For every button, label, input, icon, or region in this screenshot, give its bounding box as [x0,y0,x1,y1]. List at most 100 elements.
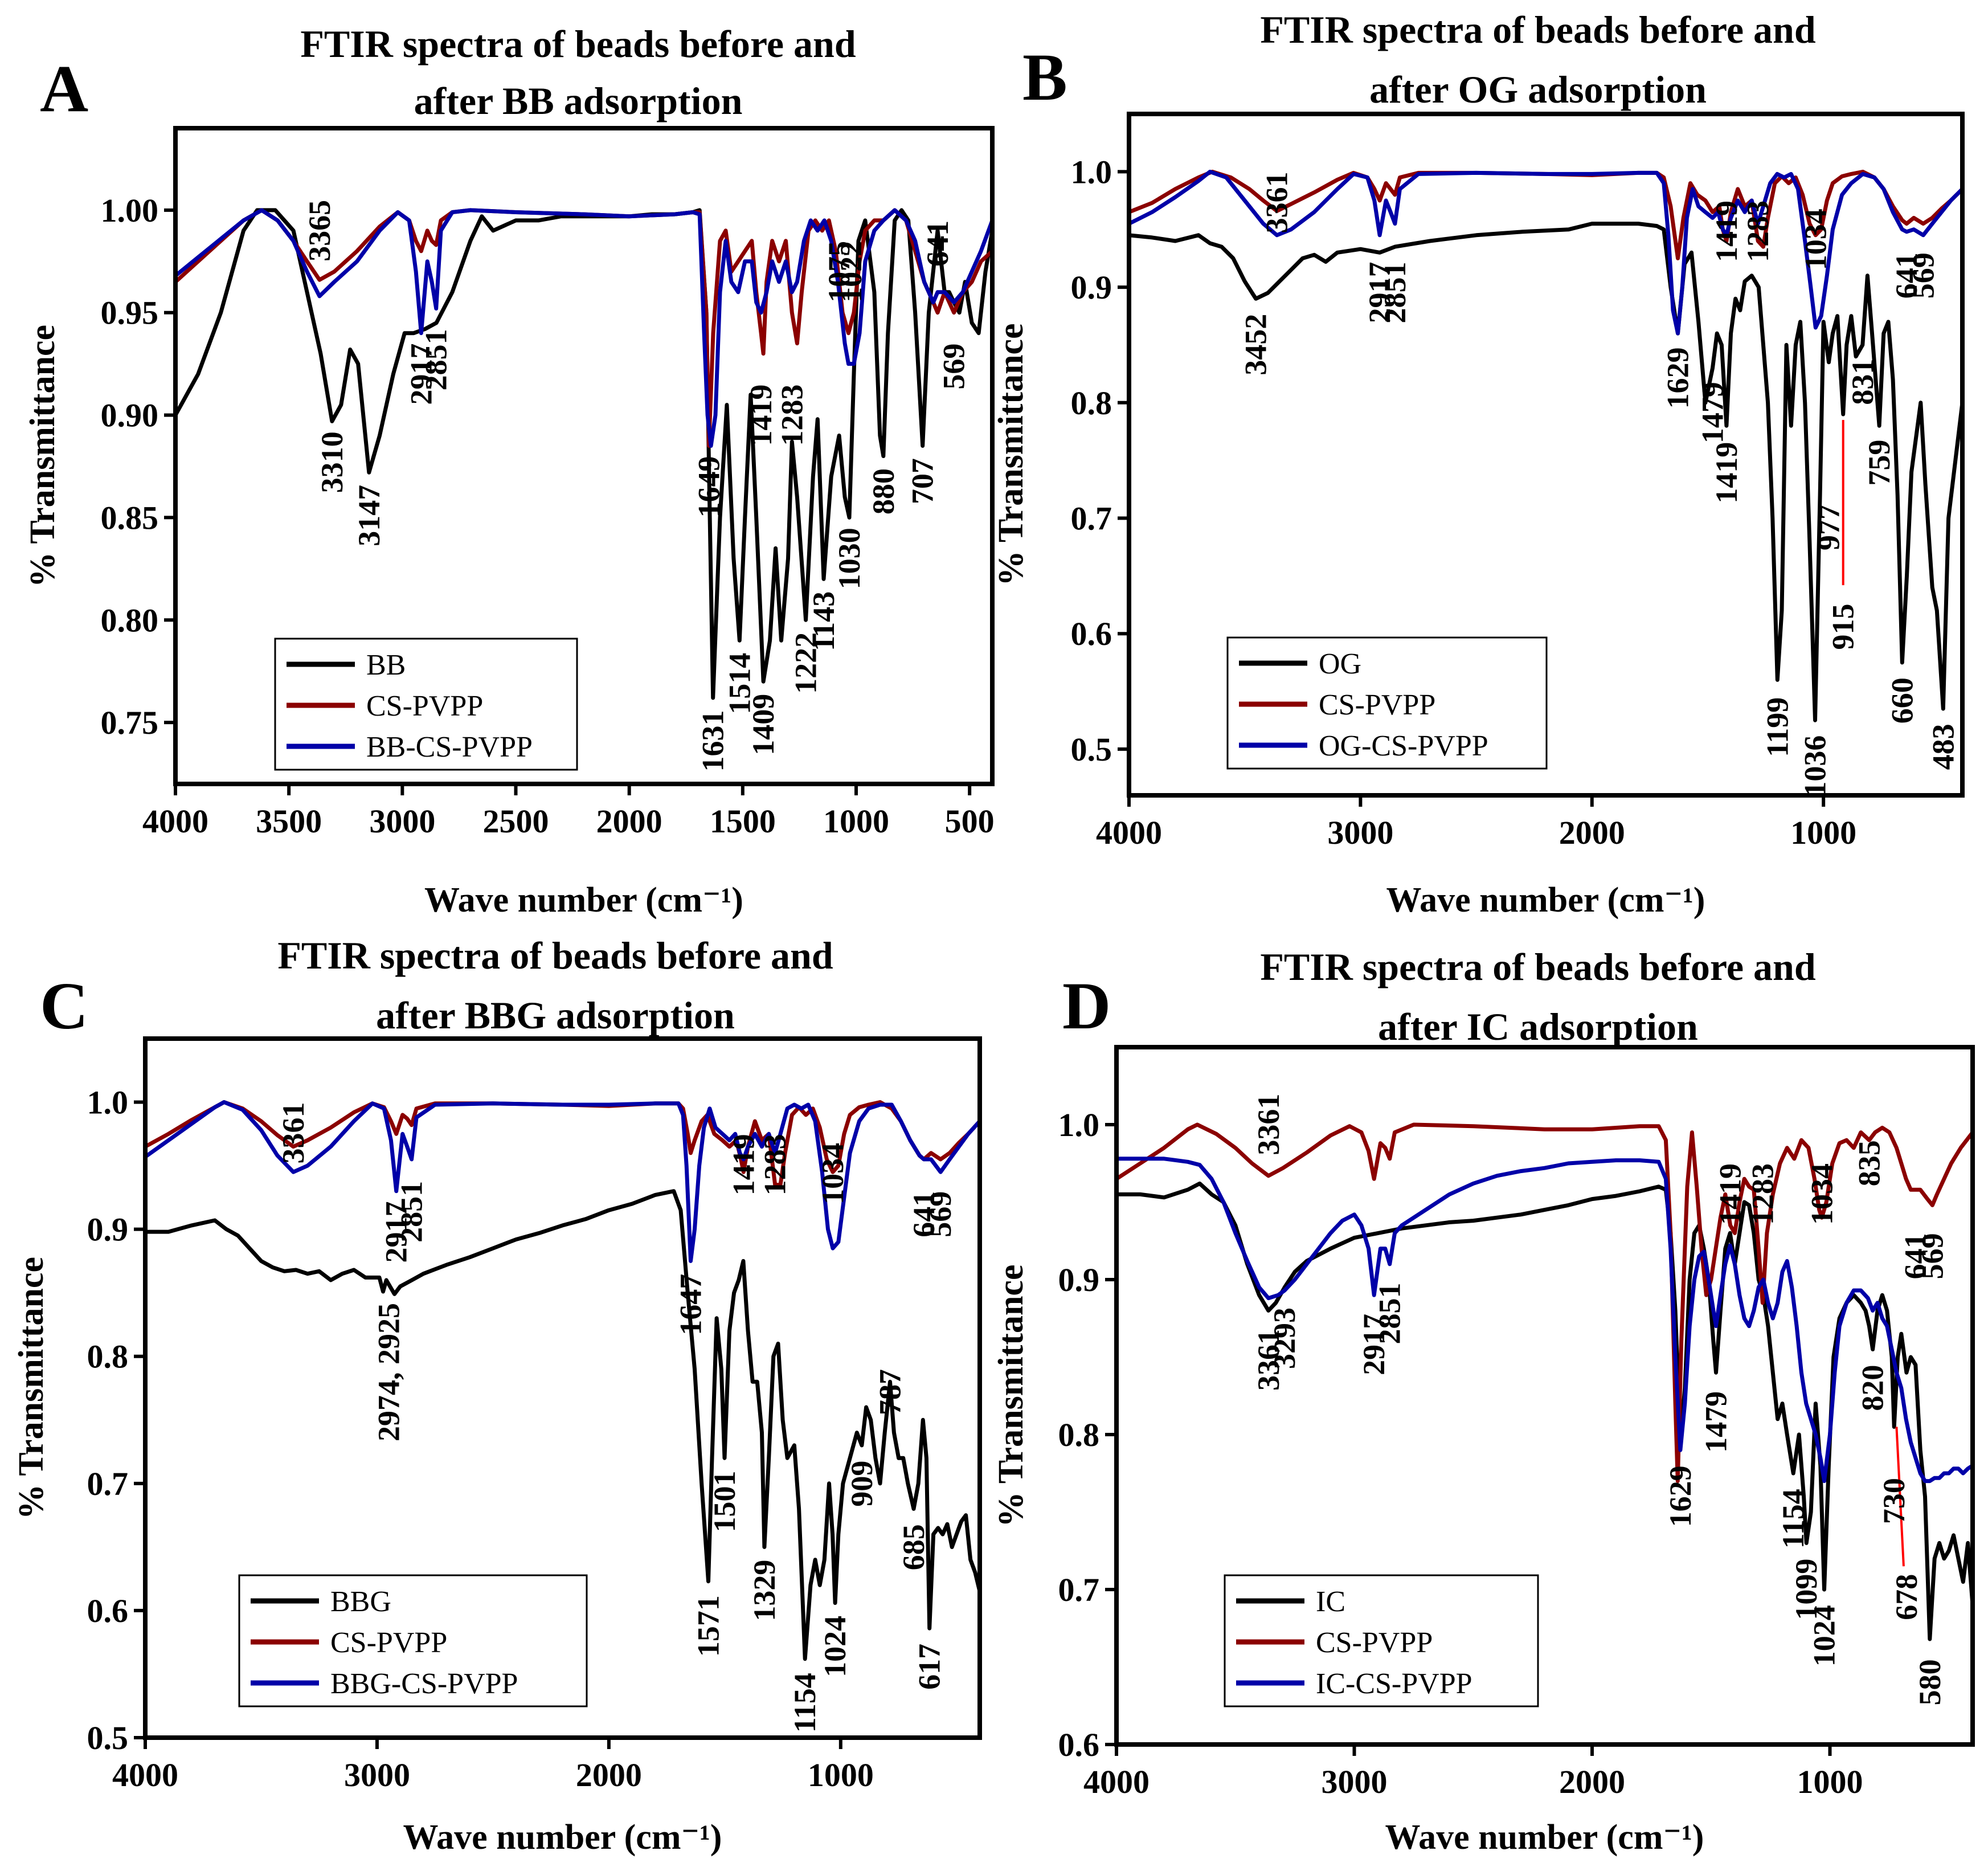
series-line-bbg [145,1189,980,1661]
x-tick-label: 1000 [823,803,889,840]
series-line-cs-pvpp [145,1100,980,1187]
y-tick-label: 0.6 [87,1592,129,1629]
x-tick-label: 2000 [576,1756,642,1793]
peak-label: 569 [1906,252,1940,299]
peak-label: 1199 [1760,697,1794,757]
peak-label: 3365 [302,200,337,262]
peak-label: 685 [897,1524,931,1570]
peak-label: 660 [1885,677,1919,724]
legend-label: CS-PVPP [1319,689,1435,721]
series-line-ic-cs-pvpp [1116,1157,1973,1484]
x-tick-label: 3000 [369,803,435,840]
legend: BBG CS-PVPP BBG-CS-PVPP [238,1574,588,1707]
peak-label: 678 [1889,1574,1924,1620]
peak-label: 1030 [832,528,866,589]
chart-title-line: FTIR spectra of beads before and [300,22,856,66]
peak-label: 3361 [1260,171,1294,233]
peak-label: 1409 [746,694,780,755]
peak-label: 707 [906,458,940,504]
y-tick-label: 0.7 [1058,1571,1100,1608]
peak-label: 1419 [1709,201,1744,262]
peak-label: 569 [937,344,971,390]
x-tick-label: 2500 [483,803,549,840]
peak-label: 617 [913,1644,947,1690]
peak-label: 2851 [395,1181,429,1243]
panel-a: A FTIR spectra of beads before and after B… [23,22,995,920]
legend: IC CS-PVPP IC-CS-PVPP [1224,1574,1539,1707]
peak-label: 1075 [822,241,856,303]
peak-label: 1631 [696,710,730,772]
peak-label: 909 [845,1461,879,1507]
peak-label: 820 [1856,1365,1890,1411]
peak-label: 1629 [1661,347,1695,408]
chart-title-line: after IC adsorption [1378,1005,1698,1048]
peak-label: 1571 [691,1595,725,1657]
peak-label: 641 [1898,1233,1932,1279]
legend-label: BBG-CS-PVPP [330,1668,518,1700]
peak-label: 1283 [1741,201,1775,262]
chart-title-line: after OG adsorption [1369,68,1707,111]
x-tick-label: 3000 [1322,1763,1388,1800]
legend-label: BB-CS-PVPP [366,731,533,763]
peak-label: 3293 [1267,1308,1302,1369]
legend-label: BBG [330,1586,391,1618]
peak-label: 1283 [775,385,809,446]
y-axis-label: % Transmittance [12,1257,51,1519]
peak-label: 1649 [692,456,726,518]
peak-label: 569 [1915,1233,1949,1279]
chart-title-line: FTIR spectra of beads before and [1260,945,1815,988]
series-group [145,1100,980,1661]
legend-label: CS-PVPP [366,690,483,722]
x-tick-label: 3500 [256,803,322,840]
legend: OG CS-PVPP OG-CS-PVPP [1226,636,1548,770]
y-axis-label: % Transmittance [23,325,62,587]
peak-label: 1329 [747,1560,782,1621]
peak-label: 2851 [1378,262,1412,323]
peak-label: 1629 [1663,1465,1697,1527]
y-tick-label: 1.0 [1071,153,1112,190]
peak-label: 1419 [744,385,778,446]
series-line-cs-pvpp [1129,169,1962,260]
chart-title-line: FTIR spectra of beads before and [277,934,833,977]
x-axis-label: Wave number (cm⁻¹) [1385,1818,1704,1857]
peak-label: 3361 [276,1102,310,1164]
peak-label: 1283 [758,1134,792,1195]
y-tick-label: 0.7 [87,1465,129,1502]
peak-label: 1419 [726,1134,760,1195]
x-axis-label: Wave number (cm⁻¹) [403,1818,722,1857]
peak-label: 483 [1926,724,1960,770]
peak-label: 641 [1889,252,1924,299]
peak-label: 569 [923,1191,958,1237]
annotation-leader [1895,1427,1905,1567]
peak-label: 3147 [352,485,386,546]
y-tick-label: 0.8 [1058,1416,1100,1453]
y-tick-label: 0.6 [1058,1726,1100,1763]
peak-label: 787 [873,1369,907,1415]
series-line-bbg-cs-pvpp [145,1100,980,1263]
series-line-bb [175,208,992,700]
panel-letter: B [1022,40,1067,115]
peak-label: 915 [1826,603,1860,649]
panel-letter: A [40,51,88,126]
legend-label: CS-PVPP [1316,1627,1433,1659]
panel-d: D FTIR spectra of beads before and after I… [992,945,1975,1857]
peak-label: 759 [1862,440,1896,486]
peak-label: 3361 [1251,1094,1286,1155]
peak-label: 3310 [315,431,349,493]
x-tick-label: 1000 [1790,814,1856,851]
plot-frame [1114,1045,1975,1747]
x-tick-label: 500 [945,803,995,840]
peak-label: 1479 [1696,382,1730,443]
chart-title-line: after BBG adsorption [376,994,735,1037]
peak-label: 730 [1877,1478,1911,1524]
y-tick-label: 0.85 [101,499,159,536]
y-tick-label: 0.9 [1058,1261,1100,1298]
x-tick-label: 2000 [1559,814,1625,851]
legend-label: BB [366,649,406,681]
x-tick-label: 4000 [142,803,208,840]
x-tick-label: 1500 [710,803,776,840]
peak-label: 1024 [818,1616,852,1677]
peak-label: 2917 [379,1202,414,1263]
peak-label: 1024 [1807,1605,1841,1666]
peak-label: 1501 [707,1471,742,1533]
